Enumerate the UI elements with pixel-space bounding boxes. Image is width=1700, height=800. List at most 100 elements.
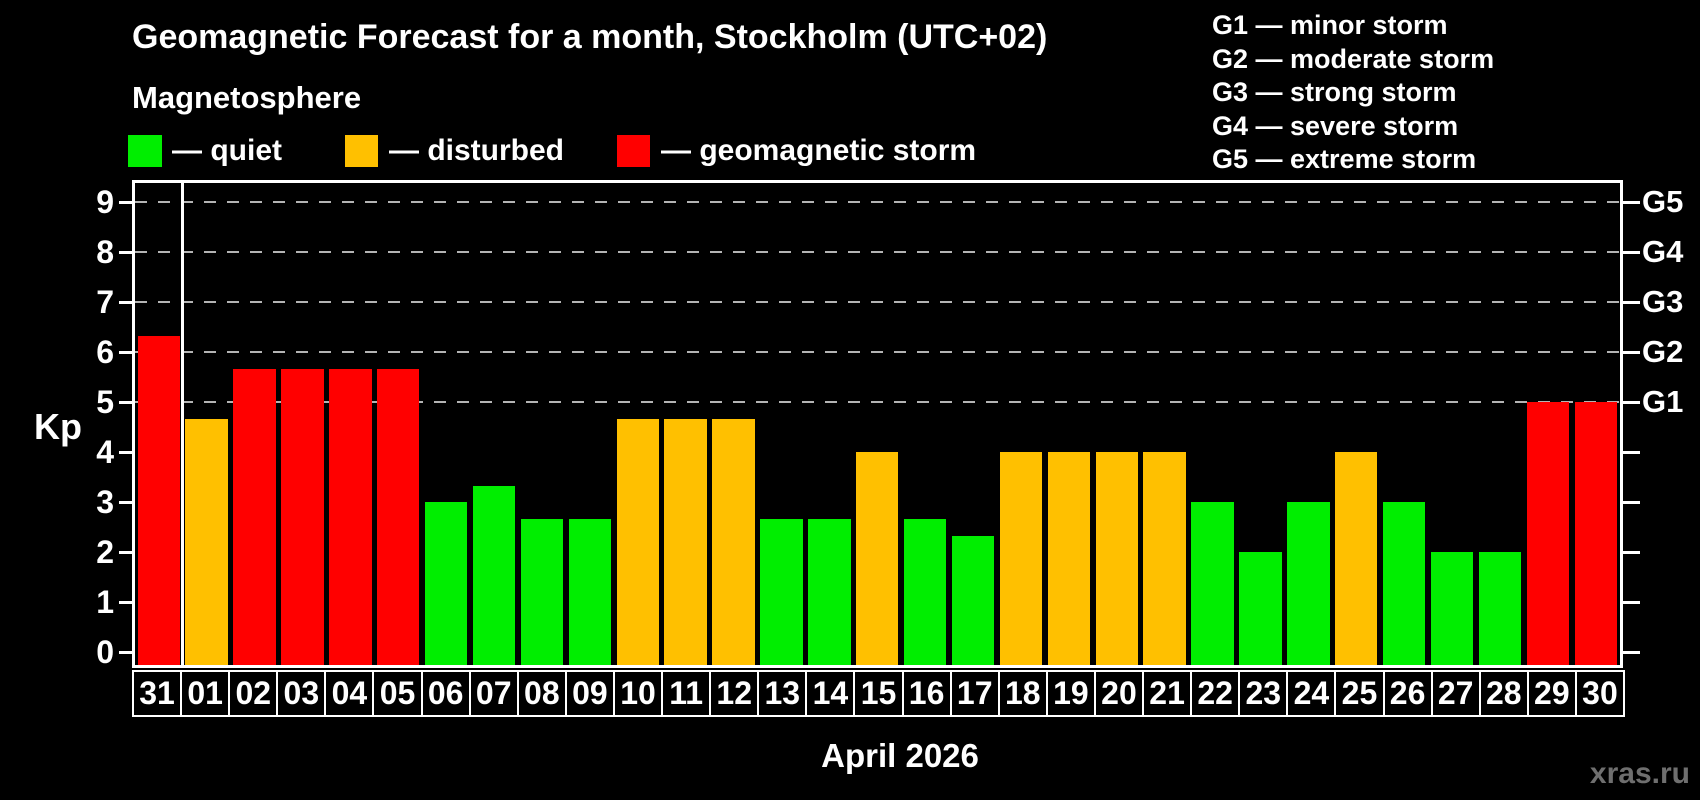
gridline-kp6: [135, 351, 1620, 353]
storm-scale-line: G2 — moderate storm: [1212, 43, 1495, 74]
y-tick-label-5: 5: [96, 384, 114, 420]
y-tick-label-8: 8: [96, 234, 114, 270]
day-label-04: 04: [324, 670, 375, 717]
y-tick-right-7: [1623, 300, 1640, 304]
y-tick-left-3: [119, 500, 132, 504]
bar-day-05: [377, 368, 420, 665]
gridline-kp5: [135, 401, 1620, 403]
y-tick-label-4: 4: [96, 434, 114, 470]
day-label-22: 22: [1190, 670, 1241, 717]
right-axis-label-g1: G1: [1642, 384, 1684, 419]
bar-day-14: [808, 518, 851, 665]
bar-day-29: [1526, 402, 1570, 665]
quiet-color-swatch: [128, 135, 162, 167]
day-label-25: 25: [1334, 670, 1385, 717]
right-axis-label-g2: G2: [1642, 334, 1684, 369]
day-label-11: 11: [661, 670, 712, 717]
bar-day-18: [999, 452, 1043, 665]
day-label-14: 14: [805, 670, 856, 717]
y-tick-right-8: [1623, 250, 1640, 254]
day-label-10: 10: [612, 670, 664, 717]
storm-scale-line: G5 — extreme storm: [1212, 144, 1477, 174]
bar-day-19: [1047, 452, 1091, 665]
bar-day-28: [1478, 552, 1522, 665]
bar-day-16: [903, 518, 947, 665]
storm-scale-line: G1 — minor storm: [1212, 10, 1448, 40]
day-label-28: 28: [1478, 670, 1529, 717]
storm-scale-line: G4 — severe storm: [1212, 110, 1459, 141]
y-tick-right-5: [1623, 400, 1640, 404]
day-label-19: 19: [1045, 670, 1096, 717]
y-tick-left-2: [119, 550, 132, 554]
day-label-20: 20: [1093, 670, 1145, 717]
day-label-07: 07: [468, 670, 519, 717]
y-tick-left-5: [119, 400, 132, 404]
y-tick-left-6: [119, 350, 132, 354]
day-label-08: 08: [516, 670, 567, 717]
bar-day-06: [424, 502, 468, 665]
right-axis-label-g4: G4: [1642, 234, 1684, 269]
y-tick-right-2: [1623, 550, 1640, 554]
day-label-16: 16: [901, 670, 952, 717]
day-label-30: 30: [1574, 670, 1625, 717]
bar-day-30: [1574, 402, 1617, 665]
bar-day-02: [233, 368, 276, 665]
bar-day-22: [1191, 502, 1234, 665]
day-label-01: 01: [180, 670, 231, 717]
bar-day-15: [856, 452, 899, 665]
y-tick-label-1: 1: [96, 584, 114, 620]
day-label-17: 17: [949, 670, 1000, 717]
bar-day-21: [1143, 452, 1186, 665]
day-label-03: 03: [276, 670, 327, 717]
y-tick-right-9: [1623, 200, 1640, 204]
disturbed-color-swatch: [345, 135, 378, 167]
y-tick-label-6: 6: [96, 334, 114, 370]
page-title: Geomagnetic Forecast for a month, Stockh…: [132, 18, 1048, 56]
day-label-06: 06: [420, 670, 471, 717]
y-tick-right-3: [1623, 500, 1640, 504]
y-tick-left-9: [119, 200, 132, 204]
bar-day-04: [329, 368, 372, 665]
day-label-09: 09: [564, 670, 615, 717]
day-label-05: 05: [372, 670, 423, 717]
y-tick-left-1: [119, 600, 132, 604]
y-tick-label-2: 2: [96, 534, 114, 570]
bar-day-24: [1287, 502, 1330, 665]
day-label-26: 26: [1382, 670, 1433, 717]
storm-scale-legend: G1 — minor storm G2 — moderate storm G3 — …: [1212, 9, 1494, 177]
plot-area: [132, 180, 1623, 668]
magnetosphere-label: Magnetosphere: [132, 80, 362, 115]
bar-day-07: [472, 485, 516, 665]
x-axis-title: April 2026: [821, 737, 979, 774]
y-tick-right-4: [1623, 450, 1640, 454]
gridline-kp7: [135, 301, 1620, 303]
day-label-27: 27: [1430, 670, 1481, 717]
day-label-18: 18: [997, 670, 1048, 717]
month-separator-line: [181, 183, 184, 665]
day-label-23: 23: [1238, 670, 1289, 717]
y-tick-label-7: 7: [96, 284, 114, 320]
right-axis-label-g3: G3: [1642, 284, 1684, 319]
bar-day-25: [1335, 452, 1378, 665]
y-tick-left-8: [119, 250, 132, 254]
bar-day-10: [616, 418, 659, 665]
day-label-15: 15: [853, 670, 904, 717]
day-label-29: 29: [1526, 670, 1577, 717]
day-label-24: 24: [1286, 670, 1337, 717]
y-tick-left-0: [119, 650, 132, 654]
y-tick-label-3: 3: [96, 484, 114, 520]
bar-day-26: [1382, 502, 1426, 665]
legend-quiet-label: — quiet: [172, 134, 282, 167]
bar-day-11: [664, 418, 707, 665]
day-label-21: 21: [1142, 670, 1193, 717]
bar-day-27: [1430, 552, 1474, 665]
right-axis-label-g5: G5: [1642, 184, 1684, 219]
day-label-13: 13: [757, 670, 808, 717]
y-tick-right-6: [1623, 350, 1640, 354]
bar-day-17: [951, 535, 995, 665]
bar-day-13: [760, 518, 803, 665]
bar-day-09: [568, 518, 612, 665]
bar-day-20: [1095, 452, 1138, 665]
y-axis-title: Kp: [34, 406, 82, 447]
